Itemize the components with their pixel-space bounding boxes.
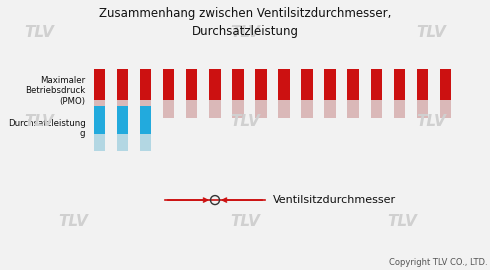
Bar: [440, 69, 451, 100]
Bar: [117, 100, 128, 118]
Bar: [278, 100, 290, 118]
Bar: [255, 100, 267, 118]
Bar: [278, 69, 290, 100]
Text: TLV: TLV: [230, 214, 260, 229]
Bar: [416, 69, 428, 100]
Bar: [117, 69, 128, 100]
Bar: [324, 69, 336, 100]
Bar: [255, 69, 267, 100]
Bar: [301, 100, 313, 118]
Bar: [232, 100, 244, 118]
Bar: [117, 106, 128, 134]
Bar: [393, 100, 405, 118]
Bar: [94, 134, 105, 151]
Text: Copyright TLV CO., LTD.: Copyright TLV CO., LTD.: [390, 258, 488, 267]
Text: TLV: TLV: [24, 114, 54, 129]
Bar: [440, 100, 451, 118]
Bar: [117, 134, 128, 151]
Text: TLV: TLV: [230, 25, 260, 40]
Bar: [209, 100, 221, 118]
Text: TLV: TLV: [230, 114, 260, 129]
Bar: [232, 69, 244, 100]
Bar: [416, 100, 428, 118]
Bar: [393, 69, 405, 100]
Text: TLV: TLV: [416, 114, 446, 129]
Text: TLV: TLV: [387, 214, 416, 229]
Bar: [186, 100, 197, 118]
Bar: [324, 100, 336, 118]
Text: Maximaler
Betriebsdruck
(PMO): Maximaler Betriebsdruck (PMO): [25, 76, 85, 106]
Bar: [301, 69, 313, 100]
Bar: [347, 100, 359, 118]
Bar: [140, 106, 151, 134]
Bar: [140, 134, 151, 151]
Bar: [163, 100, 174, 118]
Text: Ventilsitzdurchmesser: Ventilsitzdurchmesser: [273, 195, 396, 205]
Bar: [163, 69, 174, 100]
Bar: [140, 69, 151, 100]
Bar: [370, 69, 382, 100]
Text: Durchsatzleistung
g: Durchsatzleistung g: [8, 119, 85, 139]
Text: Zusammenhang zwischen Ventilsitzdurchmesser,
Durchsatzleistung: Zusammenhang zwischen Ventilsitzdurchmes…: [99, 7, 391, 38]
Text: TLV: TLV: [416, 25, 446, 40]
Bar: [94, 106, 105, 134]
Bar: [186, 69, 197, 100]
Bar: [94, 69, 105, 100]
Text: TLV: TLV: [59, 214, 88, 229]
Bar: [209, 69, 221, 100]
Bar: [94, 100, 105, 118]
Bar: [140, 100, 151, 118]
Bar: [347, 69, 359, 100]
Text: TLV: TLV: [24, 25, 54, 40]
Bar: [370, 100, 382, 118]
